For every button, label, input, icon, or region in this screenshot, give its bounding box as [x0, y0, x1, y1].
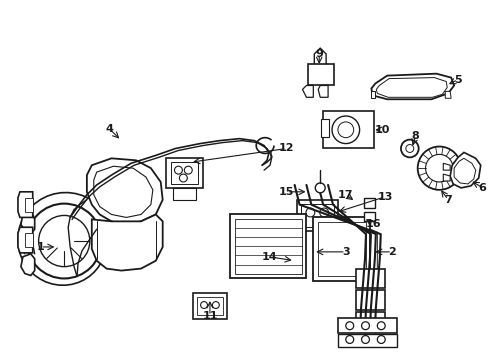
Circle shape — [179, 174, 187, 182]
Bar — [193, 293, 226, 319]
Circle shape — [361, 322, 369, 330]
Circle shape — [337, 122, 353, 138]
Text: 11: 11 — [202, 311, 217, 321]
Bar — [323, 111, 374, 148]
Text: 9: 9 — [315, 49, 323, 59]
Bar — [355, 269, 385, 288]
Bar — [234, 219, 301, 274]
Text: 13: 13 — [377, 192, 392, 202]
Circle shape — [315, 183, 325, 193]
Bar — [363, 198, 375, 208]
Circle shape — [184, 166, 192, 174]
Bar — [229, 215, 306, 278]
Text: 14: 14 — [261, 252, 276, 262]
Polygon shape — [318, 85, 327, 97]
Polygon shape — [94, 166, 153, 217]
Text: 3: 3 — [341, 247, 349, 257]
Circle shape — [345, 322, 353, 330]
Circle shape — [27, 204, 102, 278]
Circle shape — [319, 208, 328, 217]
Text: 8: 8 — [411, 131, 419, 141]
Bar — [308, 64, 333, 85]
Text: 17: 17 — [337, 190, 353, 200]
Polygon shape — [302, 85, 313, 97]
Circle shape — [39, 215, 90, 267]
Polygon shape — [21, 254, 35, 275]
Polygon shape — [371, 91, 375, 98]
Circle shape — [331, 116, 359, 144]
Bar — [172, 188, 196, 200]
Polygon shape — [371, 74, 453, 99]
Polygon shape — [18, 227, 33, 253]
Polygon shape — [376, 78, 447, 97]
Bar — [197, 297, 223, 315]
Bar — [337, 318, 396, 333]
Circle shape — [313, 218, 320, 225]
Circle shape — [405, 145, 413, 152]
Bar — [355, 312, 385, 330]
Polygon shape — [443, 163, 449, 170]
Text: 5: 5 — [453, 75, 461, 85]
Circle shape — [400, 140, 418, 157]
Polygon shape — [453, 158, 475, 184]
Text: 16: 16 — [365, 219, 381, 229]
Bar — [296, 200, 337, 231]
Circle shape — [425, 154, 452, 182]
Circle shape — [174, 166, 182, 174]
Circle shape — [212, 302, 219, 309]
Polygon shape — [370, 229, 377, 271]
Bar — [363, 212, 375, 221]
Circle shape — [200, 302, 207, 309]
Text: 12: 12 — [279, 144, 294, 153]
Circle shape — [377, 322, 385, 330]
Bar — [337, 334, 396, 347]
Circle shape — [361, 336, 369, 343]
Bar — [321, 119, 328, 137]
Polygon shape — [445, 91, 450, 98]
Circle shape — [305, 208, 314, 217]
Bar — [313, 217, 370, 282]
Polygon shape — [87, 158, 163, 224]
Text: 6: 6 — [478, 183, 486, 193]
Text: 15: 15 — [279, 187, 294, 197]
Polygon shape — [92, 215, 163, 271]
Polygon shape — [25, 233, 33, 247]
Bar — [170, 162, 198, 184]
Text: 1: 1 — [37, 242, 44, 252]
Polygon shape — [449, 152, 480, 188]
Text: 10: 10 — [374, 125, 389, 135]
Circle shape — [377, 336, 385, 343]
Polygon shape — [25, 198, 33, 212]
Circle shape — [417, 147, 460, 190]
Text: 4: 4 — [105, 124, 113, 134]
Text: 7: 7 — [444, 195, 451, 205]
Polygon shape — [21, 210, 35, 234]
Polygon shape — [443, 174, 449, 181]
Bar — [300, 204, 333, 227]
Polygon shape — [18, 192, 33, 217]
Bar — [165, 158, 203, 188]
Bar — [318, 222, 365, 276]
Bar — [355, 290, 385, 310]
Text: 2: 2 — [387, 247, 395, 257]
Circle shape — [345, 336, 353, 343]
